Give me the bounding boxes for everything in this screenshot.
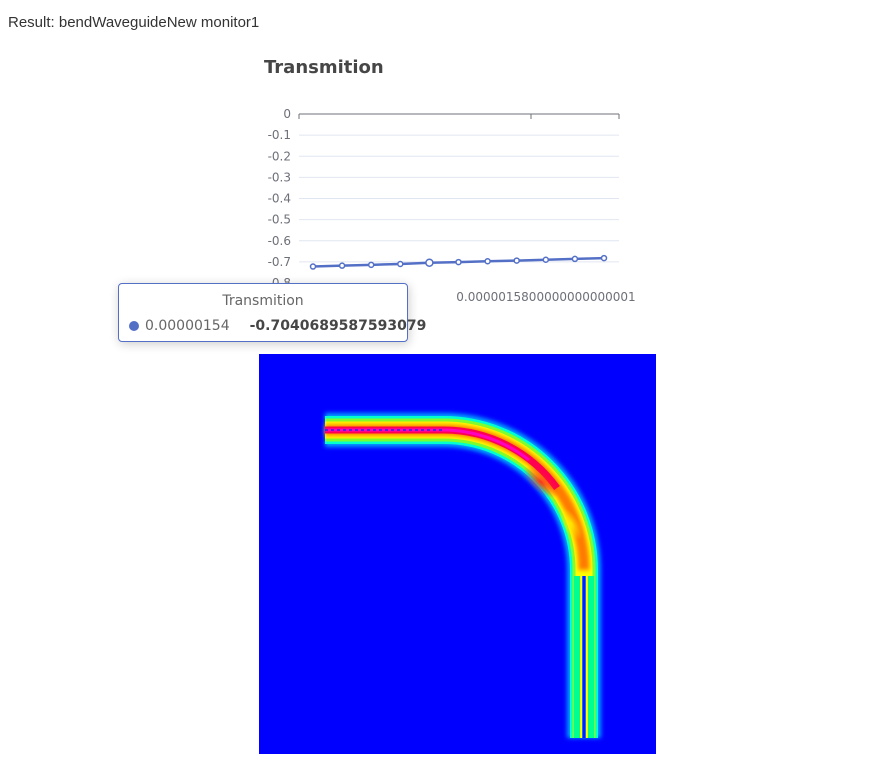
data-point [542, 256, 550, 264]
chart-title: Transmition [264, 57, 384, 78]
tooltip-row: 0.00000154 -0.7040689587593079 [129, 318, 426, 334]
y-tick-label: 0 [283, 107, 291, 121]
chart-svg: Transmition 0.0000015800000000000001 0 -0… [264, 57, 636, 304]
data-point [600, 254, 608, 262]
x-tick-label: 0.0000015800000000000001 [456, 290, 635, 304]
data-point [338, 262, 346, 269]
tooltip-x-value: 0.00000154 [145, 318, 230, 334]
data-point [309, 263, 317, 270]
grid-lines [299, 134, 619, 263]
chart-tooltip: Transmition 0.00000154 -0.70406895875930… [118, 283, 426, 342]
y-tick-label: -0.5 [268, 213, 291, 227]
y-tick-label: -0.1 [268, 128, 291, 142]
tooltip-series-marker [129, 321, 139, 331]
data-point [513, 257, 520, 264]
y-axis-labels: 0-0.1-0.2-0.3-0.4-0.5-0.6-0.7-0.8 [268, 107, 291, 290]
field-distribution-image [259, 354, 656, 754]
data-point [484, 257, 491, 265]
series-transmition[interactable] [309, 254, 608, 270]
data-point [397, 260, 404, 268]
y-tick-label: -0.4 [268, 192, 291, 206]
x-axis: 0.0000015800000000000001 [298, 113, 636, 304]
y-tick-label: -0.6 [268, 234, 291, 248]
data-point [455, 258, 462, 266]
data-point [571, 255, 579, 263]
y-tick-label: -0.2 [268, 149, 291, 163]
field-heatmap [259, 354, 656, 754]
data-point [425, 258, 434, 267]
tooltip-title: Transmition [222, 293, 304, 309]
result-title: Result: bendWaveguideNew monitor1 [8, 14, 260, 31]
tooltip-y-value: -0.7040689587593079 [249, 318, 427, 334]
data-point [367, 261, 375, 269]
transmission-chart: Transmition 0.0000015800000000000001 0 -0… [0, 0, 889, 350]
y-tick-label: -0.7 [268, 255, 291, 269]
y-tick-label: -0.3 [268, 170, 291, 184]
